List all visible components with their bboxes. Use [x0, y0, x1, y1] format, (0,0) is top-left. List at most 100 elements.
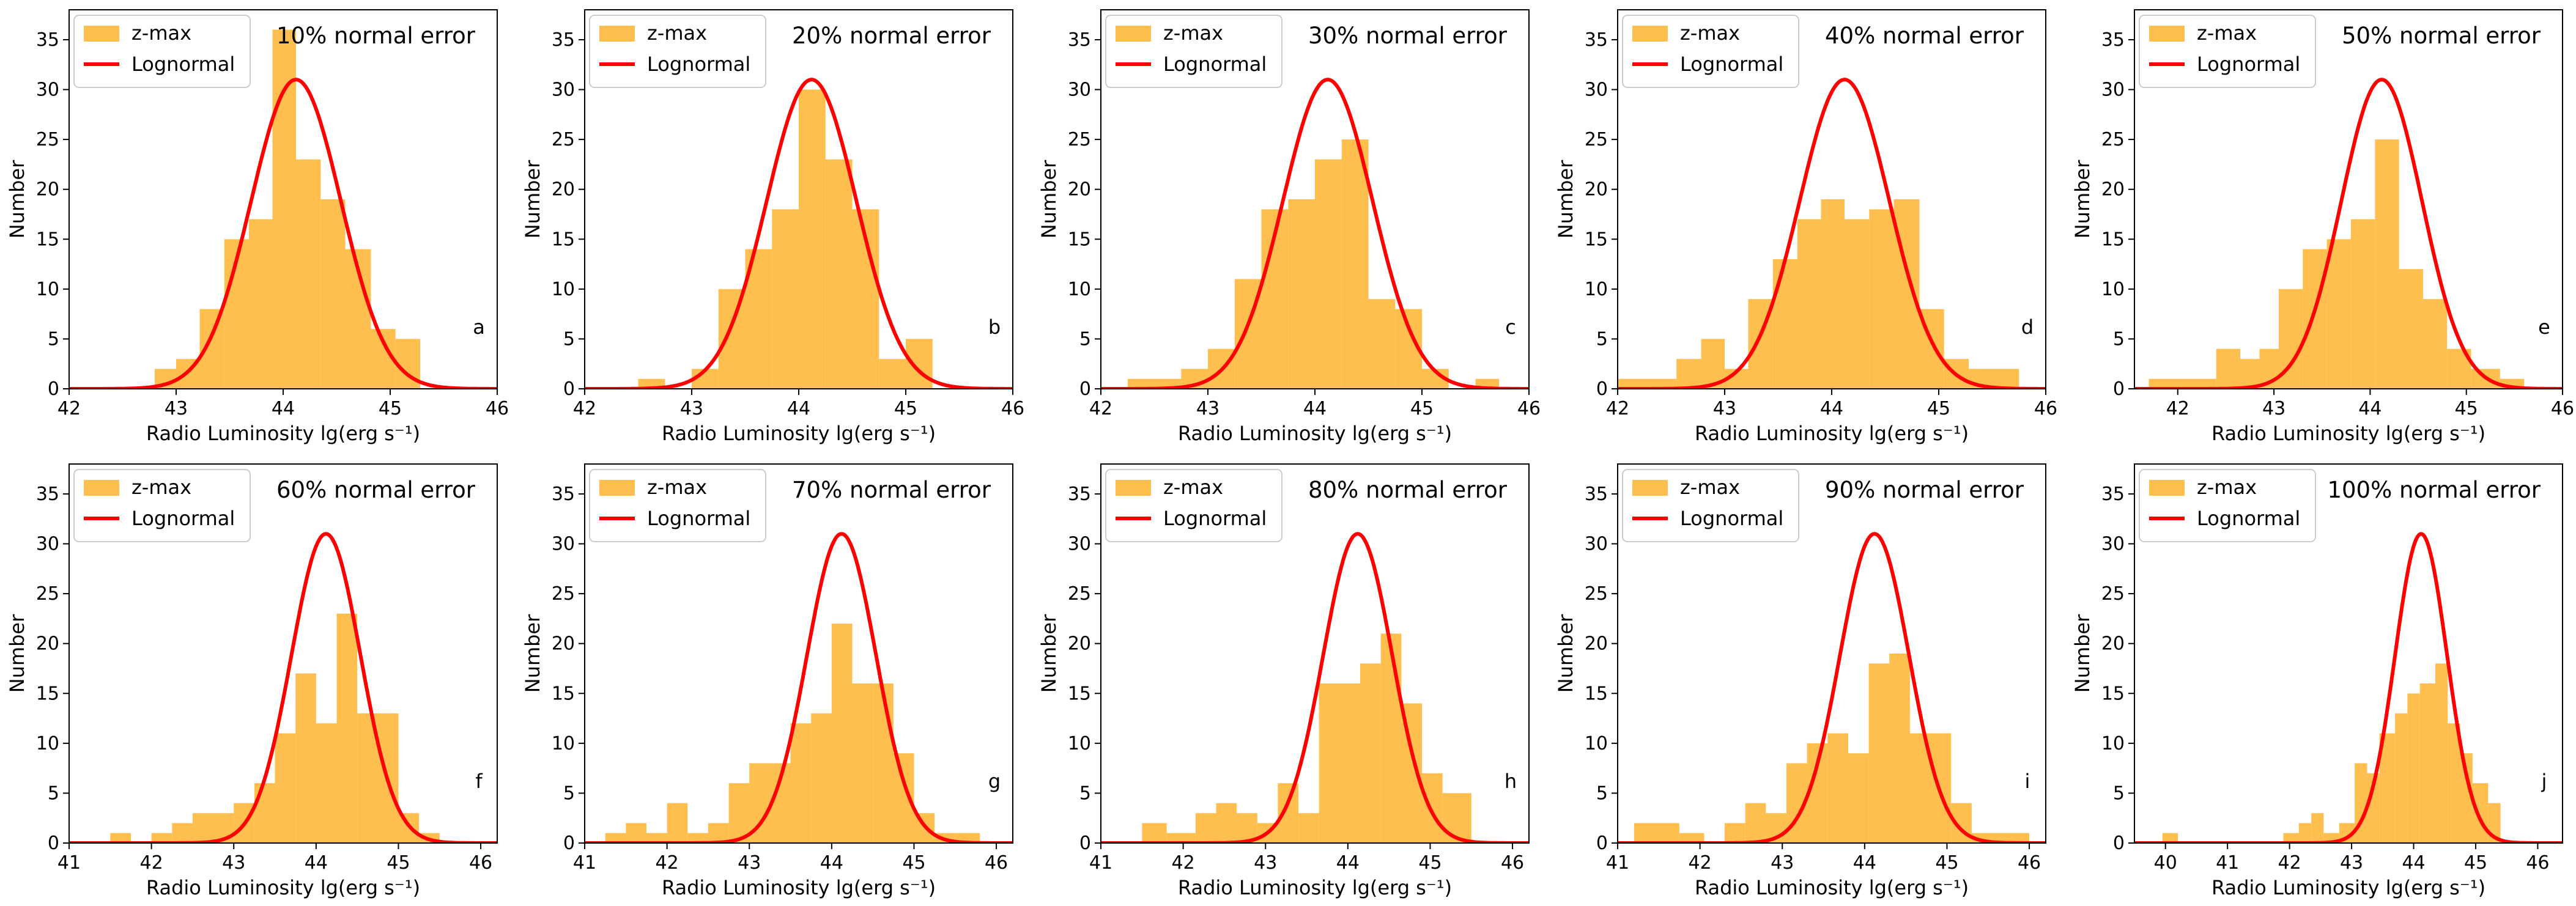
histogram-bar [879, 359, 906, 389]
legend-label: z-max [2197, 476, 2257, 499]
legend: z-max Lognormal [1622, 469, 1799, 542]
x-tick-label: 42 [1689, 852, 1712, 874]
x-tick-label: 43 [680, 398, 703, 419]
histogram-bar [2422, 299, 2448, 389]
y-tick-label: 15 [552, 229, 575, 250]
legend: z-max Lognormal [2139, 469, 2316, 542]
x-tick-label: 44 [272, 398, 295, 419]
y-tick-label: 30 [1068, 79, 1091, 101]
histogram-bar [1195, 813, 1216, 843]
y-tick-label: 0 [2113, 833, 2125, 854]
y-tick-label: 10 [2101, 279, 2125, 300]
x-tick-label: 45 [1418, 852, 1442, 874]
histogram-bar [1142, 823, 1167, 843]
histogram-bar [687, 833, 708, 843]
x-tick-label: 45 [379, 398, 402, 419]
x-tick-label: 45 [902, 852, 925, 874]
histogram-bar [1315, 159, 1342, 389]
legend-label: Lognormal [131, 507, 235, 530]
lognormal-curve [2134, 78, 2563, 389]
histogram-bar [1216, 803, 1237, 843]
x-tick-label: 45 [2464, 852, 2487, 874]
histogram-bar [1298, 813, 1319, 843]
histogram-bar [1821, 199, 1845, 389]
lognormal-curve [1101, 78, 1529, 389]
histogram-bar [2399, 269, 2423, 389]
y-tick-label: 20 [1068, 179, 1091, 201]
y-tick-label: 5 [48, 783, 59, 804]
y-tick-label: 30 [36, 534, 59, 555]
axes-frame [584, 463, 1013, 844]
x-tick-label: 43 [1254, 852, 1277, 874]
panel-title: 30% normal error [1308, 23, 1508, 49]
y-tick-label: 10 [1585, 279, 1608, 300]
x-tick-label: 45 [2455, 398, 2478, 419]
lognormal-curve [585, 532, 1013, 843]
y-axis-label: Number [521, 614, 544, 693]
histogram-bar [275, 733, 296, 843]
y-tick-label: 30 [552, 79, 575, 101]
panel-h: 41 42 43 44 45 46 0 5 10 15 20 25 30 35 Radio Luminosi… [1037, 463, 1530, 899]
y-tick-label: 0 [2113, 378, 2125, 400]
histogram-bar [1422, 773, 1443, 843]
y-axis-label: Number [2071, 160, 2094, 238]
y-tick-label: 15 [36, 229, 59, 250]
histogram-bar [2419, 683, 2436, 843]
x-axis-label: Radio Luminosity lg(erg s⁻¹) [1178, 422, 1452, 445]
y-tick-label: 25 [2101, 583, 2125, 605]
legend-label: z-max [1680, 476, 1740, 499]
x-tick-label: 43 [222, 852, 245, 874]
panel-c: 42 43 44 45 46 0 5 10 15 20 25 30 35 Radio Luminosity… [1037, 9, 1541, 445]
x-tick-label: 41 [2216, 852, 2239, 874]
x-tick-label: 46 [1501, 852, 1524, 874]
x-axis-label: Radio Luminosity lg(erg s⁻¹) [1695, 422, 1969, 445]
histogram-bar [1339, 683, 1361, 843]
legend-label: Lognormal [1680, 53, 1783, 76]
y-tick-label: 25 [552, 129, 575, 150]
histogram-bar [1845, 219, 1870, 389]
x-tick-label: 46 [985, 852, 1008, 874]
x-tick-label: 42 [656, 852, 679, 874]
y-tick-label: 25 [1585, 129, 1608, 150]
histogram-bar [728, 783, 750, 843]
histogram-bar [605, 833, 626, 843]
y-tick-label: 10 [36, 279, 59, 300]
x-tick-label: 43 [1196, 398, 1220, 419]
y-tick-label: 25 [36, 129, 59, 150]
y-tick-label: 25 [1585, 583, 1608, 605]
x-tick-label: 41 [1606, 852, 1629, 874]
histogram-bar [1868, 663, 1890, 843]
histogram-bar [1827, 733, 1848, 843]
histogram-bar [1127, 378, 1182, 389]
histogram-bar [296, 159, 321, 389]
histogram-bar [1634, 823, 1679, 843]
histogram-bar [110, 833, 131, 843]
histogram-bar [1380, 633, 1402, 843]
y-tick-label: 0 [48, 378, 59, 400]
legend-label: Lognormal [1680, 507, 1783, 530]
panel-f: 41 42 43 44 45 46 0 5 10 15 20 25 30 35 Radio Luminosi… [6, 463, 498, 899]
panel-j: 40 41 42 43 44 45 46 0 5 10 15 20 25 30 35 Radio Lumino… [2071, 463, 2563, 899]
x-axis-label: Radio Luminosity lg(erg s⁻¹) [662, 422, 936, 445]
legend: z-max Lognormal [1622, 15, 1799, 88]
histogram-bar [1288, 199, 1316, 389]
lognormal-curve [1618, 78, 2046, 389]
histogram-bar [1360, 663, 1381, 843]
y-tick-label: 35 [552, 29, 575, 51]
histogram-bar [2407, 693, 2420, 843]
histogram-bar [1889, 654, 1910, 843]
legend-label: z-max [2197, 21, 2257, 45]
histogram-bar [2298, 823, 2312, 843]
x-tick-label: 45 [387, 852, 410, 874]
y-tick-label: 25 [1068, 129, 1091, 150]
y-tick-label: 15 [552, 683, 575, 704]
panel-letter: d [2021, 315, 2034, 339]
y-axis-label: Number [1037, 614, 1060, 693]
x-axis-label: Radio Luminosity lg(erg s⁻¹) [2211, 876, 2485, 899]
legend-label: z-max [1163, 476, 1223, 499]
x-tick-label: 46 [1517, 398, 1541, 419]
y-axis-label: Number [2071, 614, 2094, 693]
x-tick-label: 45 [894, 398, 917, 419]
histogram-bar [295, 673, 316, 843]
x-tick-label: 42 [573, 398, 596, 419]
